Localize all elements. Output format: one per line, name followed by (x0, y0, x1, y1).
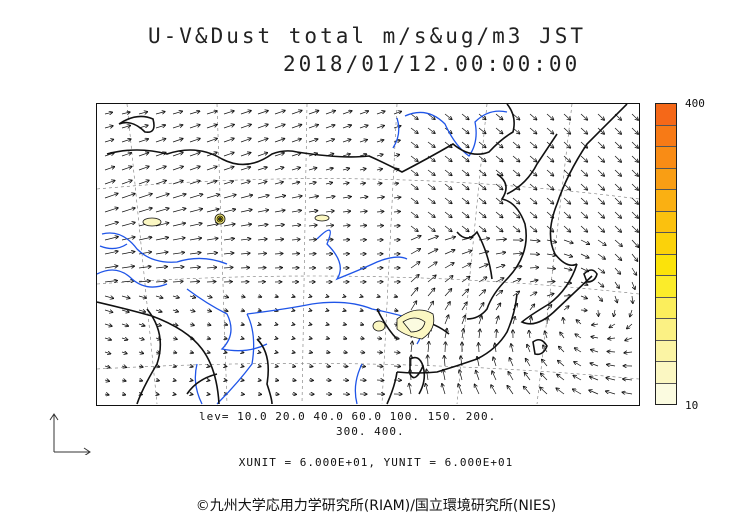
colorbar-swatch (656, 104, 676, 125)
colorbar-swatch (656, 382, 676, 404)
colorbar-swatch (656, 124, 676, 146)
contour-levels-line2: 300. 400. (336, 425, 405, 438)
graticule (97, 104, 639, 405)
chart-title-datetime: 2018/01/12.00:00:00 (283, 52, 581, 76)
wind-vector-field (104, 110, 639, 395)
colorbar-swatch (656, 275, 676, 297)
colorbar-swatch (656, 296, 676, 318)
islands (409, 269, 598, 379)
coastlines (97, 104, 628, 405)
contour-levels-line1: lev= 10.0 20.0 40.0 60.0 100. 150. 200. (199, 410, 497, 423)
colorbar-swatch (656, 232, 676, 254)
dust-contours (142, 213, 435, 340)
copyright-notice: ©九州大学応用力学研究所(RIAM)/国立環境研究所(NIES) (195, 498, 557, 514)
vector-key-axes (49, 413, 91, 455)
colorbar-swatch (656, 318, 676, 340)
colorbar-min-label: 10 (685, 399, 699, 412)
colorbar-max-label: 400 (685, 97, 705, 110)
colorbar-swatch (656, 339, 676, 361)
colorbar-swatch (656, 146, 676, 168)
colorbar-swatch (656, 253, 676, 275)
colorbar-swatch (656, 189, 676, 211)
wind-dust-map (96, 103, 640, 406)
vector-units: XUNIT = 6.000E+01, YUNIT = 6.000E+01 (238, 456, 514, 469)
colorbar-swatch (656, 210, 676, 232)
chart-title-line1: U-V&Dust total m/s&ug/m3 JST (148, 24, 587, 48)
colorbar (655, 103, 677, 405)
colorbar-swatch (656, 361, 676, 383)
colorbar-swatch (656, 167, 676, 189)
